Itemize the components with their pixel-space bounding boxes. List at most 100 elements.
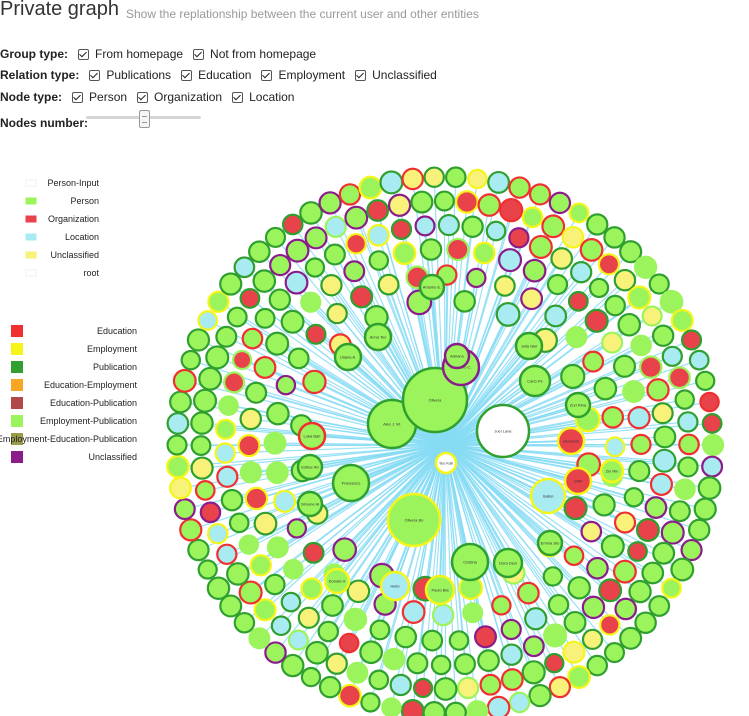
graph-node-circle[interactable] bbox=[518, 364, 552, 398]
graph-node[interactable] bbox=[231, 349, 253, 371]
graph-node-circle[interactable] bbox=[296, 490, 324, 518]
graph-node[interactable] bbox=[453, 653, 476, 676]
graph-node[interactable] bbox=[244, 486, 269, 511]
graph-central-nodes[interactable]: Alex J. W. Olivera Joel Lane Olivera Bo Teo … bbox=[296, 273, 625, 606]
graph-node[interactable] bbox=[653, 425, 677, 449]
graph-node[interactable] bbox=[560, 363, 586, 390]
graph-node[interactable] bbox=[593, 376, 618, 401]
graph-node[interactable]: Antonio E. bbox=[418, 273, 446, 301]
graph-node[interactable] bbox=[444, 166, 467, 189]
graph-node[interactable]: Cristina bbox=[450, 542, 490, 582]
graph-node-circle[interactable] bbox=[443, 342, 471, 370]
node-type-option-organization[interactable]: Organization bbox=[137, 90, 222, 104]
graph-node[interactable] bbox=[619, 240, 643, 264]
graph-node[interactable] bbox=[366, 199, 390, 222]
graph-node[interactable]: Dora Dezi bbox=[492, 547, 524, 579]
graph-node[interactable] bbox=[477, 649, 500, 672]
graph-node[interactable] bbox=[228, 512, 250, 534]
graph-node[interactable] bbox=[392, 241, 417, 266]
graph-node[interactable] bbox=[304, 257, 326, 278]
graph-node[interactable] bbox=[264, 573, 286, 596]
graph-node[interactable] bbox=[368, 250, 390, 271]
graph-node[interactable] bbox=[190, 456, 214, 480]
graph-node[interactable] bbox=[584, 308, 609, 333]
graph-node[interactable] bbox=[233, 611, 256, 634]
graph-node[interactable] bbox=[423, 166, 445, 188]
graph-node[interactable] bbox=[419, 238, 443, 261]
graph-node[interactable] bbox=[323, 243, 346, 266]
graph-node[interactable] bbox=[601, 331, 624, 354]
graph-node[interactable] bbox=[265, 331, 290, 356]
graph-node[interactable] bbox=[517, 581, 540, 605]
graph-node[interactable] bbox=[401, 600, 426, 625]
graph-node[interactable] bbox=[586, 213, 609, 236]
graph-node[interactable] bbox=[521, 660, 546, 685]
graph-node[interactable] bbox=[630, 334, 652, 357]
graph-node[interactable]: Zio Rin bbox=[599, 458, 625, 484]
graph-node[interactable] bbox=[368, 669, 390, 691]
graph-node[interactable] bbox=[265, 461, 289, 485]
graph-node[interactable] bbox=[579, 238, 604, 262]
graph-node[interactable] bbox=[613, 511, 637, 534]
graph-node[interactable] bbox=[448, 630, 470, 651]
graph-node[interactable] bbox=[321, 594, 344, 617]
graph-node[interactable] bbox=[678, 433, 700, 456]
graph-node[interactable] bbox=[253, 511, 278, 536]
graph-node[interactable] bbox=[628, 459, 651, 483]
graph-node[interactable] bbox=[495, 302, 521, 327]
graph-node[interactable] bbox=[437, 213, 460, 237]
graph-node[interactable] bbox=[197, 310, 219, 331]
graph-node-circle[interactable] bbox=[529, 477, 567, 515]
graph-node-circle[interactable] bbox=[564, 391, 592, 419]
graph-node[interactable] bbox=[619, 626, 643, 650]
graph-node[interactable]: Luka Bari bbox=[297, 421, 327, 451]
graph-node[interactable] bbox=[548, 676, 571, 699]
graph-node[interactable] bbox=[508, 227, 530, 249]
graph-node[interactable] bbox=[369, 619, 391, 641]
graph-node-circle[interactable] bbox=[296, 453, 324, 481]
graph-node[interactable] bbox=[179, 518, 203, 542]
checkbox[interactable] bbox=[193, 48, 205, 60]
graph-node[interactable] bbox=[433, 677, 458, 701]
graph-node[interactable] bbox=[597, 253, 621, 276]
graph-node[interactable] bbox=[461, 215, 484, 238]
graph-node[interactable] bbox=[205, 345, 230, 370]
graph-node[interactable] bbox=[603, 642, 626, 664]
graph-node[interactable] bbox=[603, 226, 626, 249]
graph-node[interactable] bbox=[346, 579, 371, 604]
graph-node[interactable] bbox=[520, 287, 544, 311]
graph-node[interactable] bbox=[414, 215, 436, 237]
graph-node[interactable] bbox=[581, 595, 606, 620]
graph-node-circle[interactable] bbox=[556, 426, 586, 456]
graph-node[interactable] bbox=[198, 366, 223, 391]
graph-node[interactable] bbox=[701, 433, 725, 457]
graph-node[interactable] bbox=[190, 435, 212, 457]
graph-node[interactable] bbox=[187, 538, 210, 562]
graph-node[interactable] bbox=[305, 640, 329, 665]
graph-node[interactable] bbox=[466, 700, 489, 716]
graph-node[interactable] bbox=[613, 268, 637, 292]
graph-node[interactable] bbox=[268, 288, 292, 311]
graph-node[interactable] bbox=[661, 345, 683, 367]
graph-node[interactable] bbox=[346, 661, 369, 684]
graph-node[interactable] bbox=[699, 391, 720, 413]
graph-node[interactable] bbox=[627, 541, 648, 562]
graph-node[interactable] bbox=[565, 326, 588, 349]
graph-node[interactable] bbox=[627, 406, 651, 430]
graph-node[interactable] bbox=[166, 454, 190, 479]
graph-node[interactable] bbox=[544, 652, 565, 674]
graph-node[interactable] bbox=[430, 654, 452, 676]
graph-node[interactable] bbox=[542, 566, 564, 587]
graph-node[interactable] bbox=[166, 412, 190, 435]
graph-node[interactable] bbox=[275, 374, 297, 396]
graph-node[interactable] bbox=[498, 248, 523, 273]
graph-node[interactable] bbox=[563, 610, 587, 634]
graph-node-circle[interactable] bbox=[386, 492, 442, 548]
graph-node[interactable]: Emma Sto bbox=[536, 529, 564, 557]
graph-node[interactable] bbox=[169, 390, 192, 414]
graph-node[interactable] bbox=[473, 625, 497, 649]
graph-node[interactable] bbox=[284, 270, 309, 295]
graph-node[interactable] bbox=[522, 258, 547, 283]
graph-node[interactable] bbox=[627, 285, 652, 310]
graph-node[interactable] bbox=[389, 673, 412, 697]
